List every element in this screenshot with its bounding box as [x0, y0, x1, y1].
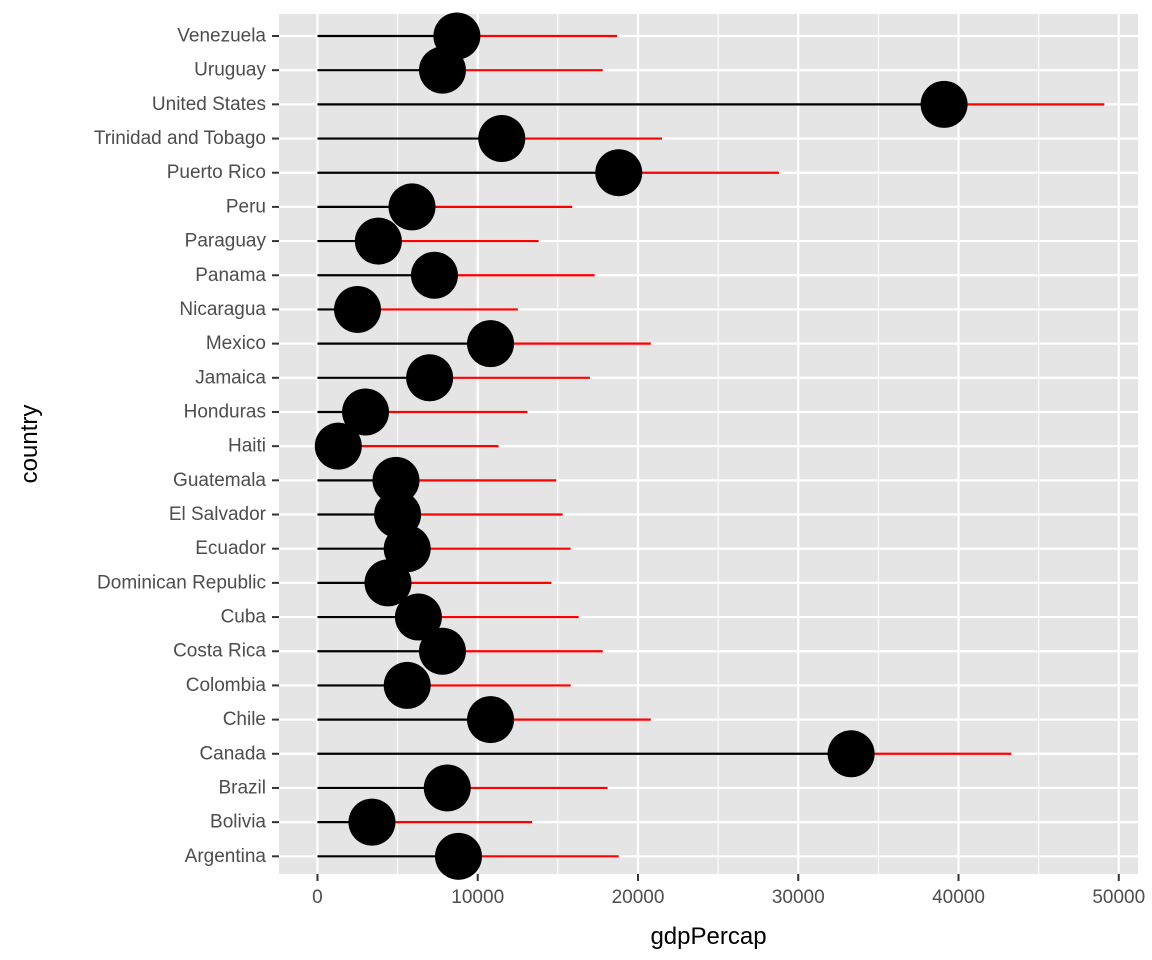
y-tick-label: Colombia: [186, 675, 267, 696]
x-tick-label: 50000: [1092, 887, 1145, 908]
data-point: [467, 320, 515, 368]
chart-marks: [314, 12, 1105, 880]
data-point: [595, 149, 643, 197]
data-point: [348, 798, 396, 846]
y-tick-label: Trinidad and Tobago: [94, 128, 266, 149]
y-tick-label: Bolivia: [210, 812, 266, 833]
data-point: [920, 80, 968, 128]
x-tick-label: 20000: [612, 887, 665, 908]
y-tick-label: Uruguay: [194, 60, 266, 81]
y-tick-label: Costa Rica: [173, 641, 266, 662]
data-point: [383, 661, 431, 709]
x-tick-label: 40000: [932, 887, 985, 908]
y-tick-label: Guatemala: [173, 470, 266, 491]
y-tick-label: Puerto Rico: [167, 162, 266, 183]
y-tick-label: United States: [152, 94, 266, 115]
plot-panel: [279, 14, 1138, 874]
data-point: [342, 388, 390, 436]
x-axis-title: gdpPercap: [650, 923, 766, 950]
y-tick-label: Ecuador: [195, 538, 266, 559]
data-point: [434, 832, 482, 880]
data-point: [334, 285, 382, 333]
x-tick-label: 0: [312, 887, 323, 908]
minor-gridlines: [397, 14, 1040, 874]
data-point: [433, 12, 481, 60]
data-point: [827, 730, 875, 778]
data-point: [354, 217, 402, 265]
y-tick-label: Paraguay: [185, 231, 267, 252]
data-point: [314, 422, 362, 470]
y-tick-label: Mexico: [206, 333, 266, 354]
y-axis: Argentina Bolivia Brazil Canada Chile Colombi…: [94, 26, 279, 867]
y-tick-label: Nicaragua: [179, 299, 266, 320]
data-point: [467, 696, 515, 744]
data-point: [372, 456, 420, 504]
data-point: [478, 115, 526, 163]
y-tick-label: Dominican Republic: [97, 572, 266, 593]
data-point: [418, 627, 466, 675]
y-tick-label: Haiti: [228, 436, 266, 457]
data-point: [406, 354, 454, 402]
y-tick-label: Chile: [223, 709, 266, 730]
data-point: [388, 183, 436, 231]
y-tick-label: Peru: [226, 196, 266, 217]
y-tick-label: Venezuela: [177, 26, 266, 47]
y-tick-label: Honduras: [184, 401, 266, 422]
x-tick-label: 10000: [451, 887, 504, 908]
data-point: [423, 764, 471, 812]
y-tick-label: Canada: [199, 743, 266, 764]
x-tick-label: 30000: [772, 887, 825, 908]
x-axis: 0 10000 20000 30000 40000 50000: [312, 874, 1145, 908]
y-tick-label: Jamaica: [195, 367, 266, 388]
y-tick-label: El Salvador: [169, 504, 267, 525]
y-axis-title: country: [16, 405, 43, 484]
data-point: [410, 251, 458, 299]
y-tick-label: Brazil: [218, 777, 266, 798]
y-tick-label: Cuba: [221, 607, 267, 628]
data-point: [394, 593, 442, 641]
y-tick-label: Panama: [195, 265, 266, 286]
data-point: [374, 491, 422, 539]
data-point: [364, 559, 412, 607]
y-tick-label: Argentina: [185, 846, 267, 867]
